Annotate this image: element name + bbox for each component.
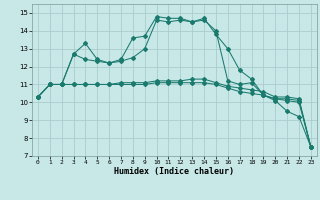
X-axis label: Humidex (Indice chaleur): Humidex (Indice chaleur) bbox=[115, 167, 234, 176]
